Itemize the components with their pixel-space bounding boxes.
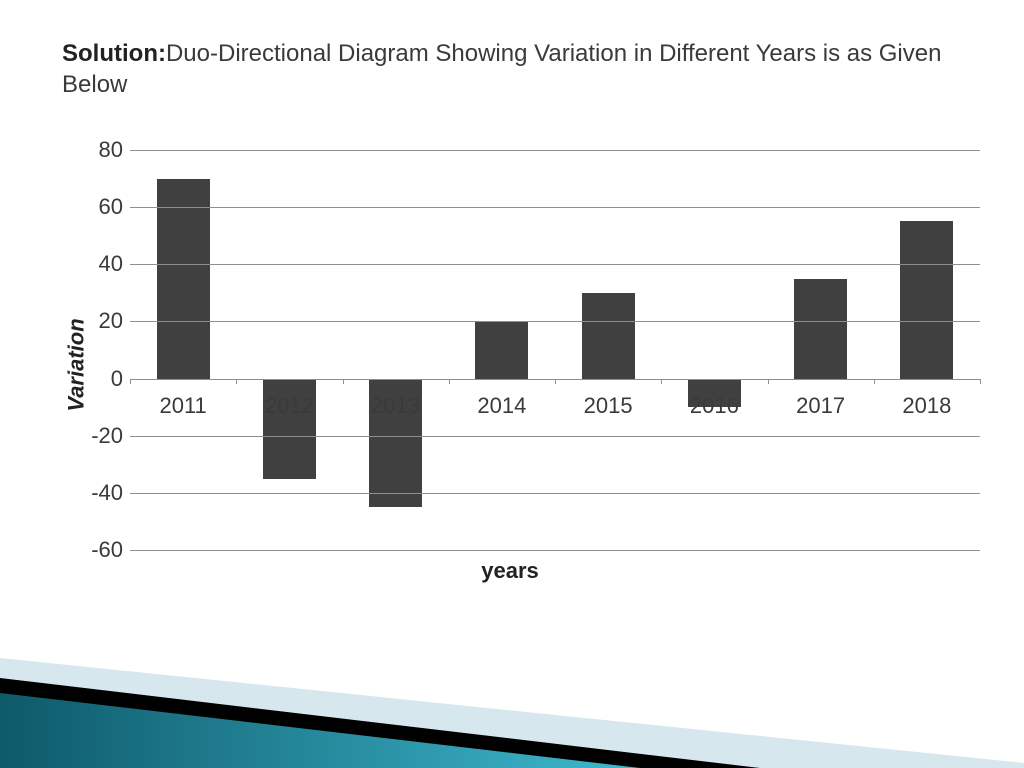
gridline — [130, 150, 980, 151]
x-tick-mark — [555, 379, 556, 384]
x-category-label: 2018 — [902, 393, 951, 419]
title-text: Duo-Directional Diagram Showing Variatio… — [62, 40, 941, 98]
x-tick-mark — [236, 379, 237, 384]
gridline — [130, 493, 980, 494]
x-category-label: 2014 — [477, 393, 526, 419]
y-tick-label: -60 — [78, 537, 123, 563]
y-tick-label: 40 — [78, 251, 123, 277]
slide-decoration — [0, 568, 1024, 768]
x-category-label: 2016 — [690, 393, 739, 419]
x-tick-mark — [661, 379, 662, 384]
y-tick-label: -40 — [78, 480, 123, 506]
y-tick-label: 0 — [78, 366, 123, 392]
x-category-label: 2013 — [371, 393, 420, 419]
gridline — [130, 550, 980, 551]
bar-2014 — [475, 321, 528, 378]
x-tick-mark — [343, 379, 344, 384]
deco-black-band — [0, 678, 760, 768]
gridline — [130, 207, 980, 208]
x-tick-mark — [130, 379, 131, 384]
bar-2017 — [794, 279, 847, 379]
y-tick-label: -20 — [78, 423, 123, 449]
x-category-label: 2015 — [584, 393, 633, 419]
variation-chart: Variation -60-40-20020406080201120122013… — [40, 150, 980, 580]
x-tick-mark — [768, 379, 769, 384]
x-category-label: 2017 — [796, 393, 845, 419]
bar-2011 — [157, 179, 210, 379]
page-title: Solution:Duo-Directional Diagram Showing… — [62, 38, 964, 100]
x-axis-label: years — [481, 558, 539, 584]
x-category-label: 2012 — [265, 393, 314, 419]
x-tick-mark — [980, 379, 981, 384]
plot-area: -60-40-200204060802011201220132014201520… — [130, 150, 980, 550]
y-tick-label: 60 — [78, 194, 123, 220]
title-prefix: Solution: — [62, 40, 166, 67]
y-tick-label: 20 — [78, 308, 123, 334]
x-tick-mark — [449, 379, 450, 384]
bar-2015 — [582, 293, 635, 379]
gridline — [130, 264, 980, 265]
x-category-label: 2011 — [159, 393, 206, 419]
bar-2018 — [900, 221, 953, 378]
deco-light-band — [0, 658, 1024, 768]
deco-teal-band — [0, 693, 640, 768]
gridline — [130, 436, 980, 437]
x-tick-mark — [874, 379, 875, 384]
bars-layer — [130, 150, 980, 550]
gridline — [130, 321, 980, 322]
y-tick-label: 80 — [78, 137, 123, 163]
